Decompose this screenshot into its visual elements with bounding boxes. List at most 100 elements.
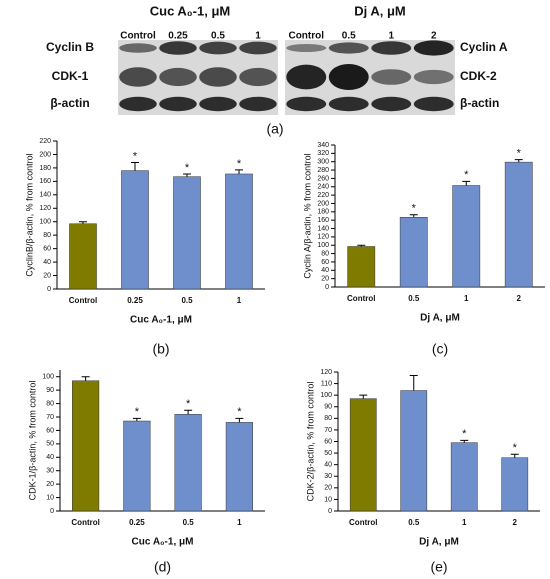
y-tick-label: 80 [321,250,329,257]
y-tick-label: 60 [46,427,54,434]
panel-label: (a) [266,121,283,137]
row-label: β-actin [460,96,499,110]
y-tick-label: 140 [317,225,329,232]
bar [349,398,377,512]
blot: Cuc A₀-1, μM Control 0.25 0.5 1 Cyclin B CDK-1… [46,3,508,136]
y-tick-label: 50 [324,450,332,457]
y-tick-label: 70 [46,414,54,421]
x-tick-label: 2 [513,518,518,527]
error-bar [183,173,191,177]
blot-band [199,41,237,55]
x-tick-label: 0.5 [408,294,420,303]
x-axis-label: Dj A, μM [419,537,459,548]
y-tick-label: 180 [317,209,329,216]
bar [225,173,253,290]
y-axis-label: CDK-1/β-actin, % from control [27,381,37,501]
blot-band [159,67,197,87]
y-tick-label: 70 [324,427,332,434]
y-tick-label: 300 [317,159,329,166]
y-tick-label: 40 [324,462,332,469]
annotation: * [185,162,190,174]
blot-band [119,96,157,112]
y-tick-label: 120 [39,205,51,212]
y-tick-label: 40 [321,267,329,274]
y-tick-label: 100 [317,242,329,249]
bar [501,457,529,512]
y-tick-label: 30 [46,468,54,475]
bar [174,414,202,512]
y-tick-label: 240 [317,184,329,191]
annotation: * [186,398,191,410]
y-tick-label: 20 [324,485,332,492]
y-tick-label: 90 [46,387,54,394]
y-tick-label: 220 [39,138,51,145]
bar [225,422,253,512]
error-bar [235,169,243,174]
blot-band [328,64,369,90]
error-bar [462,180,471,186]
row-label: Cyclin A [460,40,508,54]
annotation: * [412,203,417,215]
blot-band [371,41,412,55]
y-tick-label: 60 [43,245,51,252]
annotation: * [133,150,138,162]
error-bar [359,394,368,399]
blot-band [328,96,369,112]
y-tick-label: 200 [317,200,329,207]
annotation: * [237,406,242,418]
blot-band [328,42,369,54]
y-tick-label: 220 [317,192,329,199]
y-tick-label: 200 [39,151,51,158]
panel-label: (b) [152,341,169,357]
x-axis-label: Cuc A₀-1, μM [132,537,194,548]
y-tick-label: 0 [328,508,332,515]
annotation: * [464,169,469,181]
annotation: * [517,148,522,160]
x-tick-label: 0.5 [408,518,420,527]
x-tick-label: 0.5 [181,296,193,305]
x-tick-label: 1 [237,518,242,527]
lane-label: 2 [431,31,437,42]
y-tick-label: 20 [46,481,54,488]
bar [121,170,149,290]
y-tick-label: 0 [325,284,329,291]
blot-band [413,69,454,85]
y-tick-label: 280 [317,167,329,174]
y-tick-label: 160 [39,178,51,185]
panel-label: (c) [432,341,448,357]
error-bar [409,374,418,391]
panel-label: (e) [430,559,447,575]
bar [450,442,478,512]
y-tick-label: 260 [317,175,329,182]
y-axis-label: CDK-2/β-actin, % from control [305,382,315,502]
lane-label: 0.5 [342,31,356,42]
blot-band [199,96,237,112]
y-tick-label: 140 [39,192,51,199]
y-tick-label: 80 [43,232,51,239]
x-tick-label: 0.25 [127,296,143,305]
blot-band [286,64,327,90]
y-tick-label: 120 [320,369,332,376]
y-tick-label: 20 [43,272,51,279]
x-tick-label: Control [349,518,377,527]
bar [123,420,151,512]
error-bar [184,409,193,415]
blot-band [239,67,277,87]
lane-label: Control [120,31,156,42]
y-tick-label: 10 [46,494,54,501]
annotation: * [462,428,467,440]
blot-band [159,41,197,55]
y-tick-label: 80 [324,415,332,422]
y-tick-label: 180 [39,165,51,172]
y-tick-label: 40 [46,454,54,461]
annotation: * [513,442,518,454]
y-tick-label: 0 [47,286,51,293]
lane-label: 0.25 [168,31,188,42]
blot-band [413,40,454,56]
error-bar [510,453,519,458]
lane-label: Control [288,31,324,42]
y-axis-label: Cyclin A/β-actin, % from control [302,153,312,278]
bar [400,390,428,512]
y-tick-label: 100 [320,392,332,399]
